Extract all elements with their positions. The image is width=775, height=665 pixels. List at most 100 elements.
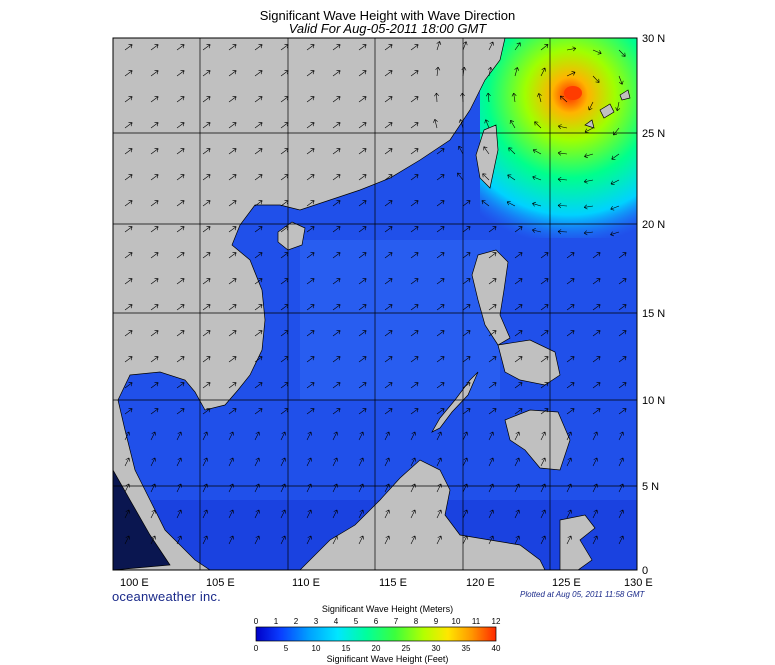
direction-arrow xyxy=(557,203,568,208)
colorbar-meter-tick: 6 xyxy=(374,617,379,626)
direction-arrow xyxy=(488,252,497,259)
direction-arrow xyxy=(488,226,497,233)
sea-mid-band xyxy=(300,240,500,400)
direction-arrow xyxy=(358,148,367,155)
direction-arrow xyxy=(410,96,419,103)
direction-arrow xyxy=(540,330,549,337)
lon-label-100e: 100 E xyxy=(120,577,149,589)
direction-arrow xyxy=(618,75,624,85)
direction-arrow xyxy=(254,96,263,103)
direction-arrow xyxy=(410,278,419,285)
direction-arrow xyxy=(462,535,468,545)
direction-arrow xyxy=(280,174,289,181)
direction-arrow xyxy=(150,226,159,233)
direction-arrow xyxy=(462,509,468,519)
direction-arrow xyxy=(202,148,211,155)
direction-arrow xyxy=(410,483,416,493)
direction-arrow xyxy=(332,174,341,181)
direction-arrow xyxy=(484,119,490,129)
direction-arrow xyxy=(566,278,575,285)
direction-arrow xyxy=(436,174,445,181)
direction-arrow xyxy=(384,44,393,51)
direction-arrow xyxy=(592,330,601,337)
direction-arrow xyxy=(254,226,263,233)
colorbar-meter-tick: 3 xyxy=(314,617,319,626)
colorbar xyxy=(255,626,497,642)
direction-arrow xyxy=(610,179,620,185)
direction-arrow xyxy=(202,278,211,285)
direction-arrow xyxy=(280,252,289,259)
direction-arrow xyxy=(124,200,133,207)
colorbar-feet-ticks: 0 5 10 15 20 25 30 35 40 xyxy=(254,644,501,653)
direction-arrow xyxy=(592,49,602,55)
direction-arrow xyxy=(618,330,627,337)
plotted-timestamp: Plotted at Aug 05, 2011 11:58 GMT xyxy=(520,590,645,599)
direction-arrow xyxy=(434,92,440,103)
direction-arrow xyxy=(280,44,289,51)
direction-arrow xyxy=(124,408,133,415)
direction-arrow xyxy=(358,252,367,259)
lat-label-5n: 5 N xyxy=(642,481,659,493)
direction-arrow xyxy=(202,408,211,415)
direction-arrow xyxy=(202,304,211,311)
direction-arrow xyxy=(566,330,575,337)
direction-arrow xyxy=(592,408,601,415)
colorbar-feet-tick: 40 xyxy=(492,644,501,653)
direction-arrow xyxy=(254,330,263,337)
direction-arrow xyxy=(254,431,260,441)
direction-arrow xyxy=(254,408,263,415)
direction-arrow xyxy=(410,44,419,51)
direction-arrow xyxy=(618,49,626,57)
direction-arrow xyxy=(613,127,620,136)
direction-arrow xyxy=(280,200,289,207)
direction-arrow xyxy=(124,535,130,545)
direction-arrow xyxy=(618,483,624,493)
colorbar-meter-tick: 12 xyxy=(492,617,501,626)
lon-label-130e: 130 E xyxy=(624,577,653,589)
colorbar-meter-tick: 5 xyxy=(354,617,359,626)
direction-arrow xyxy=(306,382,315,389)
direction-arrow xyxy=(462,278,471,285)
colorbar-feet-tick: 20 xyxy=(372,644,381,653)
direction-arrow xyxy=(488,431,494,441)
direction-arrow xyxy=(150,356,159,363)
direction-arrow xyxy=(150,304,159,311)
direction-arrow xyxy=(514,431,520,441)
direction-arrow xyxy=(566,431,572,441)
direction-arrow xyxy=(150,535,156,545)
direction-arrow xyxy=(358,96,367,103)
direction-arrow xyxy=(254,200,263,207)
direction-arrow xyxy=(507,174,516,181)
direction-arrow xyxy=(358,304,367,311)
direction-arrow xyxy=(457,145,464,155)
direction-arrow xyxy=(584,127,594,133)
lat-label-15n: 15 N xyxy=(642,308,665,320)
direction-arrow xyxy=(436,226,445,233)
direction-arrow xyxy=(306,200,315,207)
direction-arrow xyxy=(358,122,367,129)
direction-arrow xyxy=(280,304,289,311)
colorbar-meter-tick: 2 xyxy=(294,617,299,626)
direction-arrow xyxy=(306,483,312,493)
direction-arrow xyxy=(410,148,419,155)
direction-arrow xyxy=(615,101,621,112)
direction-arrow xyxy=(462,304,471,311)
direction-arrow xyxy=(228,382,237,389)
direction-arrow xyxy=(540,278,549,285)
direction-arrow xyxy=(124,122,133,129)
direction-arrow xyxy=(254,44,263,51)
direction-arrow xyxy=(566,46,577,52)
direction-arrow xyxy=(514,304,523,311)
direction-arrow xyxy=(254,148,263,155)
direction-arrow xyxy=(202,70,211,77)
direction-arrow xyxy=(332,122,341,129)
direction-arrow xyxy=(458,119,464,129)
direction-arrow xyxy=(384,96,393,103)
direction-arrow xyxy=(280,226,289,233)
direction-arrow xyxy=(332,252,341,259)
direction-arrow xyxy=(436,200,445,207)
direction-arrow xyxy=(150,44,159,51)
direction-arrow xyxy=(176,509,182,519)
lat-label-25n: 25 N xyxy=(642,128,665,140)
colorbar-feet-tick: 15 xyxy=(342,644,351,653)
